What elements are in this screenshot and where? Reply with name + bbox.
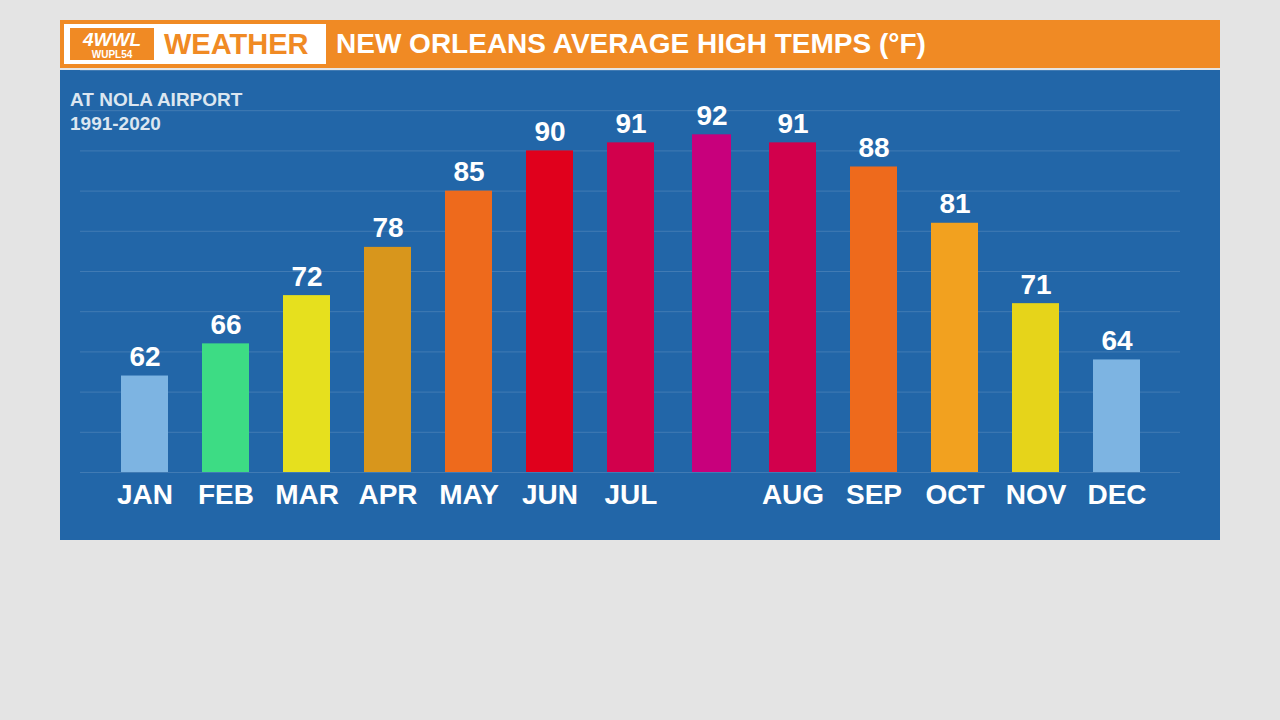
svg-text:64: 64	[1101, 325, 1133, 356]
svg-text:AUG: AUG	[762, 479, 824, 510]
html-text:1991-2020: 1991-2020	[70, 113, 161, 134]
html-text:WUPL54: WUPL54	[91, 49, 133, 60]
svg-text:92: 92	[696, 100, 727, 131]
svg-text:81: 81	[939, 188, 970, 219]
html-text:AT NOLA AIRPORT: AT NOLA AIRPORT	[70, 89, 243, 110]
svg-text:JUL: JUL	[605, 479, 658, 510]
svg-text:MAR: MAR	[275, 479, 339, 510]
html-text:WEATHER: WEATHER	[164, 28, 309, 60]
svg-text:91: 91	[777, 108, 808, 139]
svg-text:JAN: JAN	[117, 479, 173, 510]
svg-text:72: 72	[291, 261, 322, 292]
svg-text:SEP: SEP	[846, 479, 902, 510]
html-text:NEW ORLEANS AVERAGE HIGH TEMPS: NEW ORLEANS AVERAGE HIGH TEMPS (°F)	[336, 28, 926, 59]
svg-text:78: 78	[372, 212, 403, 243]
svg-text:71: 71	[1020, 269, 1051, 300]
svg-text:66: 66	[210, 309, 241, 340]
svg-text:JUN: JUN	[522, 479, 578, 510]
svg-text:MAY: MAY	[439, 479, 499, 510]
svg-text:DEC: DEC	[1087, 479, 1146, 510]
svg-text:85: 85	[453, 156, 484, 187]
svg-text:62: 62	[129, 341, 160, 372]
html-text:4WWL: 4WWL	[83, 29, 141, 50]
svg-text:FEB: FEB	[198, 479, 254, 510]
svg-text:91: 91	[615, 108, 646, 139]
svg-text:NOV: NOV	[1006, 479, 1067, 510]
svg-text:OCT: OCT	[925, 479, 984, 510]
svg-text:88: 88	[858, 132, 889, 163]
svg-text:APR: APR	[358, 479, 417, 510]
svg-text:90: 90	[534, 116, 565, 147]
